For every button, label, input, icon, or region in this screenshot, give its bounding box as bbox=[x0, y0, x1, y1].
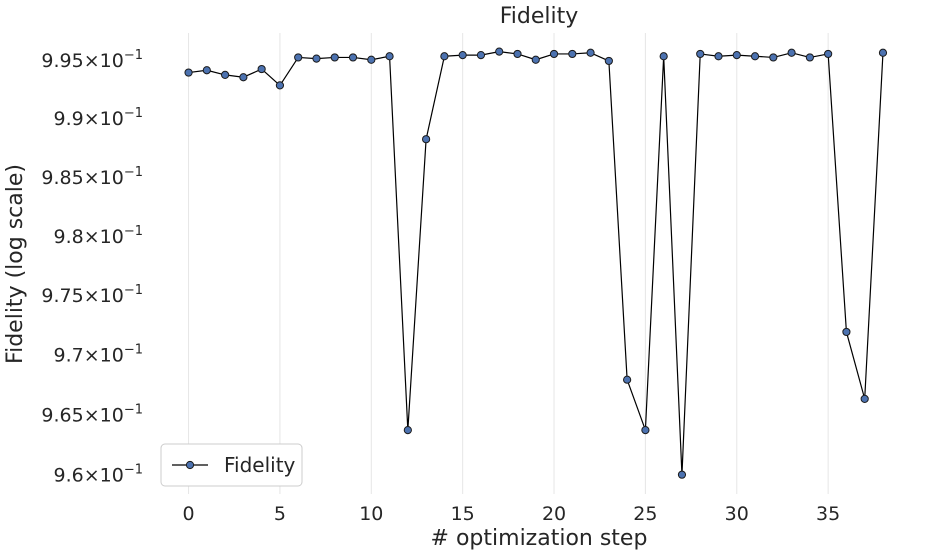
data-point bbox=[458, 50, 467, 60]
y-tick-label: 9.9×10−1 bbox=[54, 106, 144, 130]
data-point bbox=[367, 55, 376, 64]
data-point bbox=[531, 55, 540, 64]
data-point bbox=[842, 327, 851, 337]
y-tick-label: 9.85×10−1 bbox=[41, 165, 143, 189]
data-point bbox=[659, 52, 668, 61]
data-point bbox=[824, 49, 833, 59]
data-point bbox=[257, 64, 266, 74]
data-point bbox=[696, 49, 705, 59]
data-point bbox=[878, 48, 888, 57]
data-point bbox=[403, 426, 412, 435]
data-point bbox=[641, 426, 650, 435]
y-tick-label: 9.7×10−1 bbox=[54, 343, 144, 367]
data-point bbox=[805, 53, 814, 62]
marker-layer bbox=[184, 47, 888, 479]
grid bbox=[188, 33, 829, 494]
data-point bbox=[495, 47, 504, 56]
x-tick-label: 20 bbox=[542, 503, 566, 525]
data-point bbox=[275, 81, 285, 90]
legend-box bbox=[160, 443, 303, 487]
legend-label-fidelity: Fidelity bbox=[224, 453, 296, 477]
data-point bbox=[787, 48, 796, 57]
data-point bbox=[604, 56, 613, 66]
data-point bbox=[623, 375, 632, 384]
data-point bbox=[220, 70, 230, 80]
chart-title: Fidelity bbox=[500, 4, 579, 29]
x-tick-label: 0 bbox=[183, 503, 195, 525]
y-tick-label: 9.95×10−1 bbox=[41, 48, 143, 72]
data-point bbox=[184, 68, 193, 77]
y-tick-label: 9.65×10−1 bbox=[41, 402, 143, 426]
data-point bbox=[312, 54, 321, 63]
data-point bbox=[769, 53, 778, 62]
y-tick-label: 9.8×10−1 bbox=[54, 224, 144, 248]
y-tick-label: 9.6×10−1 bbox=[54, 463, 144, 487]
data-point bbox=[714, 52, 723, 61]
data-point bbox=[677, 470, 687, 479]
series-line-fidelity bbox=[188, 50, 884, 476]
x-tick-label: 25 bbox=[633, 503, 657, 525]
y-tick-labels: 9.6×10−1 9.65×10−1 9.7×10−1 9.75×10−1 9.8×10… bbox=[41, 48, 143, 487]
x-tick-label: 5 bbox=[274, 503, 286, 525]
legend-marker-swatch bbox=[185, 460, 195, 470]
data-point bbox=[294, 53, 303, 62]
x-tick-label: 35 bbox=[816, 503, 840, 525]
y-axis-label: Fidelity (log scale) bbox=[3, 164, 28, 364]
data-point bbox=[422, 135, 431, 144]
data-point bbox=[476, 50, 486, 60]
data-point bbox=[239, 73, 248, 82]
data-point bbox=[750, 52, 760, 61]
data-point bbox=[440, 52, 449, 61]
data-point bbox=[513, 49, 522, 59]
x-tick-label: 30 bbox=[725, 503, 749, 525]
data-point bbox=[860, 394, 869, 403]
data-point bbox=[586, 48, 595, 57]
x-tick-labels: 0 5 10 15 20 25 30 35 bbox=[183, 503, 841, 525]
legend: Fidelity bbox=[160, 443, 303, 487]
x-axis-label: # optimization step bbox=[431, 526, 648, 551]
y-tick-label: 9.75×10−1 bbox=[41, 283, 143, 307]
series-line-layer bbox=[188, 50, 884, 476]
data-point bbox=[549, 49, 559, 59]
data-point bbox=[202, 66, 211, 75]
x-tick-label: 15 bbox=[451, 503, 475, 525]
data-point bbox=[385, 52, 394, 61]
data-point bbox=[348, 53, 358, 62]
data-point bbox=[330, 53, 339, 62]
x-tick-label: 10 bbox=[359, 503, 383, 525]
data-point bbox=[732, 50, 741, 60]
data-point bbox=[568, 49, 577, 59]
